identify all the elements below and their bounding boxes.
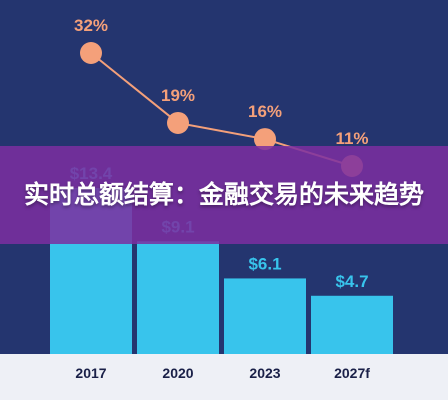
point-value-label: 19%: [161, 86, 195, 105]
line-point: [80, 42, 102, 64]
page-title: 实时总额结算：金融交易的未来趋势: [23, 180, 424, 209]
x-tick-label: 2027f: [334, 365, 370, 381]
bar-value-label: $6.1: [248, 254, 281, 273]
x-tick-label: 2020: [162, 365, 193, 381]
point-value-label: 16%: [248, 102, 282, 121]
title-banner: 实时总额结算：金融交易的未来趋势: [0, 146, 448, 244]
x-tick-label: 2017: [75, 365, 106, 381]
line-point: [167, 111, 189, 134]
bar-value-label: $4.7: [335, 272, 368, 291]
bar: [137, 241, 219, 354]
bar: [224, 278, 306, 354]
x-tick-label: 2023: [249, 365, 280, 381]
line-point: [254, 128, 276, 151]
point-value-label: 11%: [335, 129, 368, 148]
point-value-label: 32%: [74, 16, 108, 35]
bar: [311, 295, 393, 354]
x-axis-strip: [0, 354, 448, 400]
